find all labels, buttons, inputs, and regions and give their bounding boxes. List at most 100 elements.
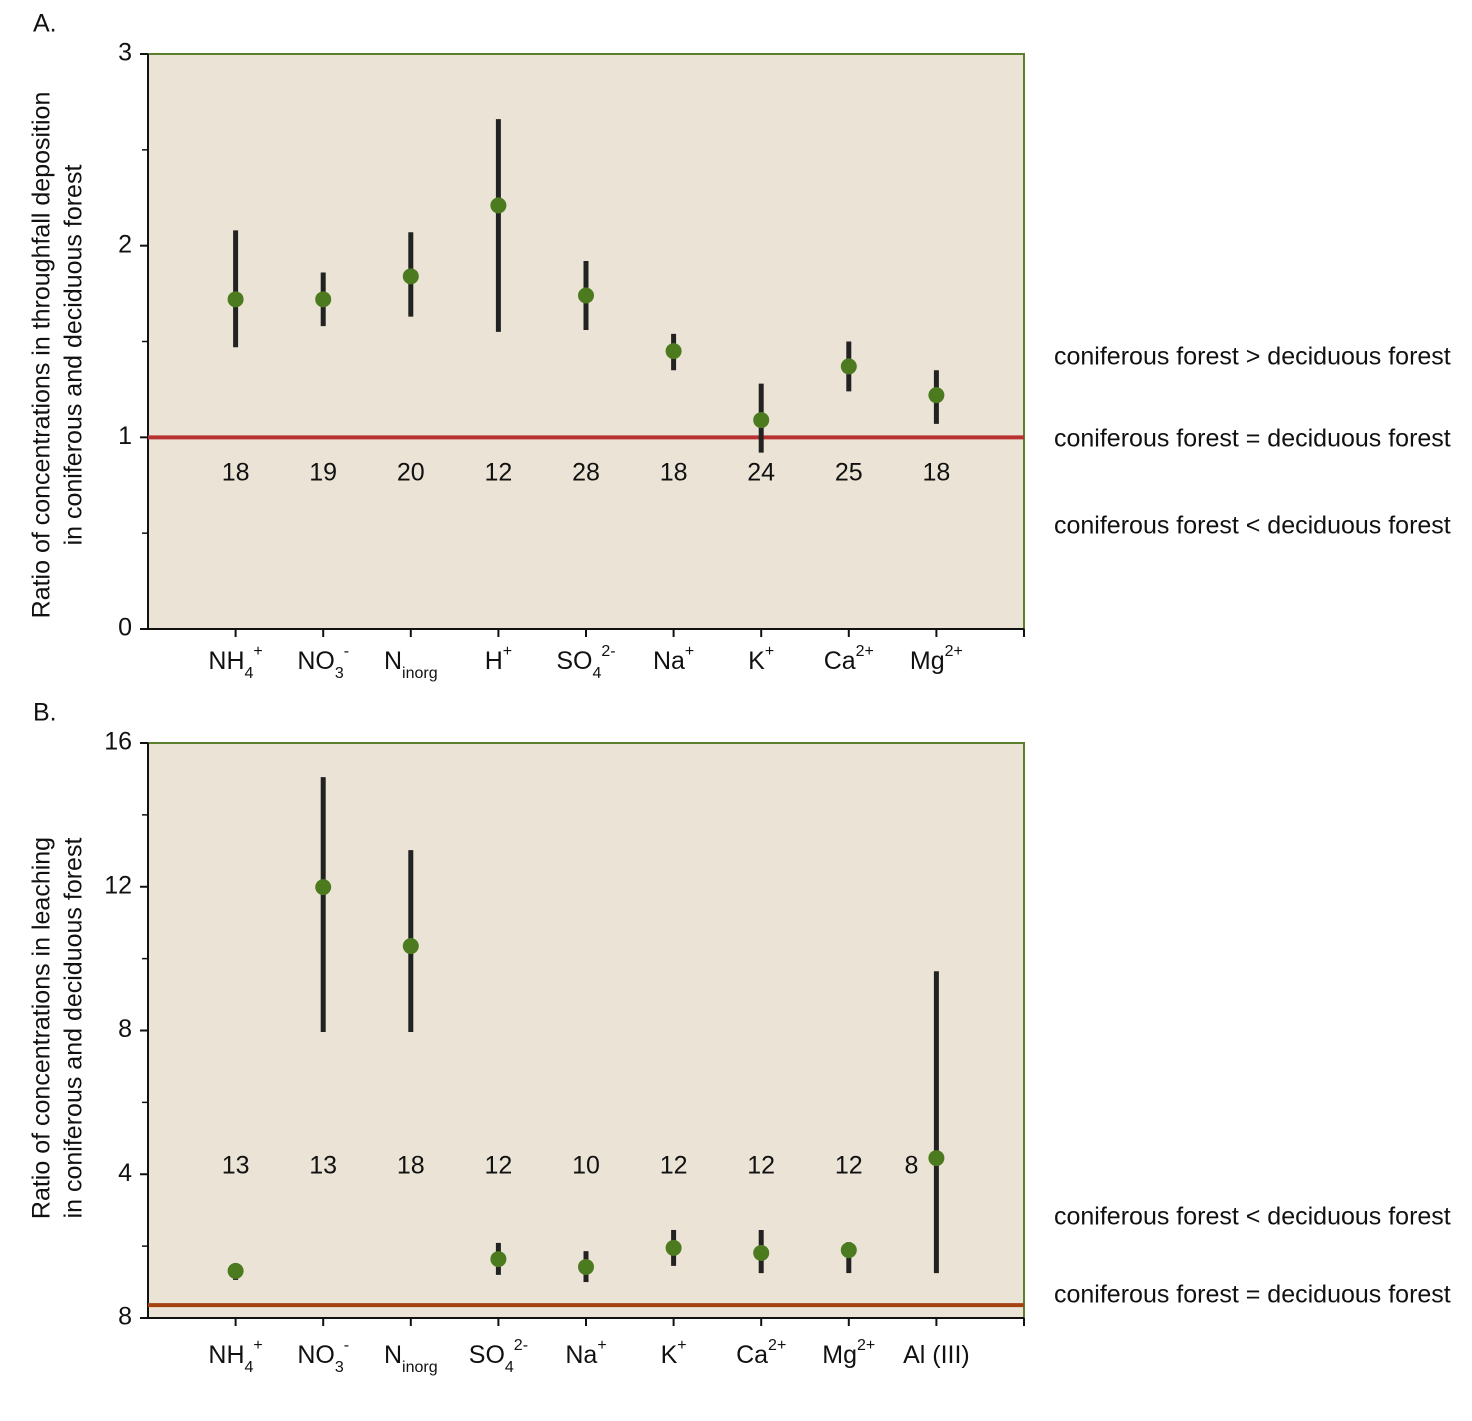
category-sup: 2+ [768,1337,786,1354]
category-sup: + [253,1337,262,1354]
category-sup: - [344,643,349,660]
x-tick-label: Ninorg [384,647,438,683]
x-tick-label: NH4 + [208,1337,262,1376]
category-text: Na [565,1341,597,1369]
count-label: 12 [660,1152,688,1180]
category-text: Ca [736,1341,768,1369]
y-tick-label: 4 [118,1159,132,1187]
category-sub: 4 [245,1359,254,1376]
category-sup: + [253,643,262,660]
category-sub: 3 [335,665,344,682]
annotation: coniferous forest = deciduous forest [1054,425,1451,453]
x-tick-label: SO42- [556,643,615,682]
plot-area [147,53,1025,630]
count-label: 13 [309,1152,337,1180]
category-text: Mg [822,1341,857,1369]
category-sub: 4 [592,665,601,682]
count-label: 12 [484,1152,512,1180]
category-sup: 2+ [857,1337,875,1354]
y-axis-label: in coniferous and deciduous forest [60,838,88,1219]
point [402,938,419,955]
category-sup: 2- [601,643,615,660]
category-text: K [748,647,765,675]
category-sup: 2+ [856,643,874,660]
point [315,291,332,308]
x-tick-label: Ninorg [384,1341,438,1377]
point [928,387,945,404]
count-label: 25 [835,459,863,487]
point [227,291,244,308]
x-tick-label: NO3- [297,643,349,682]
category-text: H [485,647,503,675]
count-label: 28 [572,459,600,487]
category-sub: 4 [245,665,254,682]
x-tick-label: K+ [661,1337,687,1368]
x-tick-label: Mg2+ [910,643,963,674]
y-tick-label: 12 [104,871,132,899]
point [402,268,419,285]
category-text: Na [653,647,685,675]
point [315,879,332,896]
category-text: Al (III) [903,1341,970,1369]
y-tick-label: 1 [118,422,132,450]
count-label: 19 [309,459,337,487]
category-text: NO [297,647,335,675]
annotation: coniferous forest > deciduous forest [1054,343,1451,371]
point [753,1244,770,1261]
x-tick-label: Na+ [565,1337,606,1368]
count-label: 18 [397,1152,425,1180]
point [665,1239,682,1256]
category-sup: + [503,643,512,660]
panel-label: B. [33,699,57,727]
category-text: K [661,1341,678,1369]
plot-area [147,742,1025,1319]
category-sup: + [677,1337,686,1354]
y-tick-label: 8 [118,1015,132,1043]
point [578,1258,594,1275]
category-sup: + [597,1337,606,1354]
x-tick-label: K+ [748,643,774,674]
category-sub: 3 [335,1359,344,1376]
point [227,1262,244,1279]
category-sup: 2- [514,1337,528,1354]
category-text: NH [208,647,244,675]
x-tick-label: NO3- [297,1337,349,1376]
point [490,197,507,214]
point [753,412,770,429]
category-sup: - [344,1337,349,1354]
x-tick-label: Ca2+ [736,1337,786,1368]
category-text: Mg [910,647,945,675]
y-axis-label: Ratio of concentrations in throughfall d… [28,92,56,619]
annotation: coniferous forest < deciduous forest [1054,512,1451,540]
count-label: 10 [572,1152,600,1180]
point [840,358,857,375]
count-label: 12 [835,1152,863,1180]
y-tick-label: 8 [118,1303,132,1331]
count-label: 18 [222,459,250,487]
category-sup: 2+ [945,643,963,660]
annotation: coniferous forest < deciduous forest [1054,1203,1451,1231]
point [578,287,594,304]
category-text: SO [469,1341,505,1369]
x-tick-label: Na+ [653,643,694,674]
category-text: NH [208,1341,244,1369]
count-label: 20 [397,459,425,487]
category-sub: inorg [402,1359,438,1376]
category-text: NO [297,1341,335,1369]
point [490,1251,507,1268]
point [928,1150,945,1167]
category-sup: + [685,643,694,660]
point [665,343,682,360]
count-label: 18 [660,459,688,487]
category-text: SO [556,647,592,675]
count-label: 13 [222,1152,250,1180]
x-tick-label: Ca2+ [824,643,874,674]
y-axis-label: Ratio of concentrations in leaching [28,837,56,1219]
count-label: 24 [747,459,775,487]
panel-label: A. [33,10,57,38]
count-label: 8 [904,1152,918,1180]
count-label: 18 [922,459,950,487]
category-text: N [384,1341,402,1369]
x-tick-label: Al (III) [903,1341,970,1369]
